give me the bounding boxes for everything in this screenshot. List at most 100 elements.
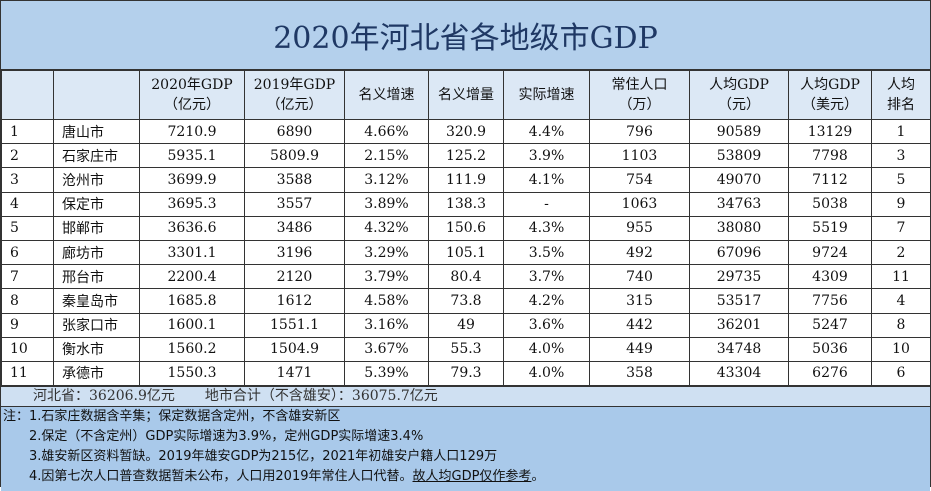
table-cell: 5	[1, 215, 54, 241]
table-row: 6 廊坊市 3301.1 3196 3.29% 105.1 3.5% 492 67096 9724…	[1, 239, 931, 266]
note-4-text: 4.因第七次人口普查数据暂未公布，人口用2019年常住人口代替。	[29, 469, 413, 485]
table-cell: 3.79%	[344, 264, 429, 290]
table-cell: 3.67%	[344, 336, 429, 362]
table-row: 11 承德市 1550.3 1471 5.39% 79.3 4.0% 358 43304 6276…	[1, 360, 931, 387]
summary-row: 河北省：36206.9亿元 地市合计（不含雄安）：36075.7亿元	[1, 386, 930, 408]
table-cell: 邢台市	[53, 264, 140, 290]
table-row: 8 秦皇岛市 1685.8 1612 4.58% 73.8 4.2% 315 53517 7756…	[1, 288, 931, 314]
table-cell: 3.6%	[503, 312, 590, 338]
table-cell: 4.2%	[503, 288, 590, 314]
note-4: 4.因第七次人口普查数据暂未公布，人口用2019年常住人口代替。故人均GDP仅作…	[3, 467, 930, 487]
table-cell: 3301.1	[139, 239, 245, 266]
table-cell: 10	[871, 336, 931, 362]
table-cell: 1560.2	[139, 336, 245, 362]
table-cell: 9	[871, 191, 931, 217]
table-cell: 11	[871, 264, 931, 290]
table-cell: 3557	[244, 191, 345, 217]
header-row: 2020年GDP （亿元） 2019年GDP （亿元） 名义增速 名义增量 实际增速 常住人口…	[1, 70, 931, 120]
table-cell: 11	[1, 360, 54, 387]
table-row: 1 唐山市 7210.9 6890 4.66% 320.9 4.4% 796 90589 1312…	[1, 118, 931, 145]
table-cell: 2	[871, 239, 931, 266]
table-cell: 73.8	[428, 288, 504, 314]
table-cell: 955	[589, 215, 690, 241]
table-cell: 5809.9	[244, 143, 345, 169]
table-cell: 3636.6	[139, 215, 245, 241]
table-cell: 3.7%	[503, 264, 590, 290]
table-cell: -	[503, 191, 590, 217]
table-cell: 3.5%	[503, 239, 590, 266]
column-header: 常住人口 （万）	[589, 70, 690, 120]
column-header	[53, 70, 140, 120]
table-row: 3 沧州市 3699.9 3588 3.12% 111.9 4.1% 754 49070 7112…	[1, 167, 931, 193]
table-cell: 1551.1	[244, 312, 345, 338]
table-cell: 张家口市	[53, 312, 140, 338]
table-cell: 492	[589, 239, 690, 266]
table-cell: 5.39%	[344, 360, 429, 387]
table-cell: 3.9%	[503, 143, 590, 169]
table-cell: 1685.8	[139, 288, 245, 314]
table-cell: 衡水市	[53, 336, 140, 362]
table-cell: 79.3	[428, 360, 504, 387]
table-cell: 7112	[788, 167, 872, 193]
table-cell: 3695.3	[139, 191, 245, 217]
table-cell: 138.3	[428, 191, 504, 217]
table-cell: 67096	[689, 239, 789, 266]
table-cell: 754	[589, 167, 690, 193]
table-cell: 36201	[689, 312, 789, 338]
table-cell: 9724	[788, 239, 872, 266]
table-cell: 唐山市	[53, 118, 140, 145]
table-cell: 5	[871, 167, 931, 193]
table-cell: 1550.3	[139, 360, 245, 387]
gdp-table: 2020年GDP （亿元） 2019年GDP （亿元） 名义增速 名义增量 实际增速 常住人口…	[1, 70, 931, 387]
table-row: 9 张家口市 1600.1 1551.1 3.16% 49 3.6% 442 36201 5247…	[1, 312, 931, 338]
table-cell: 7210.9	[139, 118, 245, 145]
table-cell: 秦皇岛市	[53, 288, 140, 314]
table-cell: 49070	[689, 167, 789, 193]
cities-total: 地市合计（不含雄安）：36075.7亿元	[204, 388, 438, 405]
table-cell: 邯郸市	[53, 215, 140, 241]
table-cell: 4.1%	[503, 167, 590, 193]
table-cell: 1504.9	[244, 336, 345, 362]
table-cell: 150.6	[428, 215, 504, 241]
table-cell: 4.0%	[503, 336, 590, 362]
table-cell: 740	[589, 264, 690, 290]
table-cell: 34763	[689, 191, 789, 217]
table-cell: 4.0%	[503, 360, 590, 387]
table-cell: 3	[1, 167, 54, 193]
table-cell: 105.1	[428, 239, 504, 266]
table-cell: 13129	[788, 118, 872, 145]
column-header: 2020年GDP （亿元）	[139, 70, 245, 120]
table-cell: 5038	[788, 191, 872, 217]
table-cell: 4	[1, 191, 54, 217]
table-cell: 6276	[788, 360, 872, 387]
table-cell: 9	[1, 312, 54, 338]
table-cell: 3486	[244, 215, 345, 241]
table-cell: 廊坊市	[53, 239, 140, 266]
table-cell: 8	[1, 288, 54, 314]
table-cell: 1103	[589, 143, 690, 169]
table-cell: 7	[1, 264, 54, 290]
table-cell: 5247	[788, 312, 872, 338]
table-cell: 5036	[788, 336, 872, 362]
table-cell: 53517	[689, 288, 789, 314]
note-3: 3.雄安新区资料暂缺。2019年雄安GDP为215亿，2021年初雄安户籍人口1…	[29, 449, 498, 465]
table-row: 10 衡水市 1560.2 1504.9 3.67% 55.3 4.0% 449 34748 50…	[1, 336, 931, 362]
table-cell: 125.2	[428, 143, 504, 169]
table-cell: 1612	[244, 288, 345, 314]
table-cell: 90589	[689, 118, 789, 145]
table-cell: 4.66%	[344, 118, 429, 145]
note-4-end: 。	[531, 469, 545, 485]
table-cell: 4.3%	[503, 215, 590, 241]
column-header: 人均 排名	[871, 70, 931, 120]
table-cell: 6	[871, 360, 931, 387]
table-cell: 49	[428, 312, 504, 338]
note-1: 1.石家庄数据含辛集；保定数据含定州，不含雄安新区	[29, 409, 341, 425]
page-title: 2020年河北省各地级市GDP	[1, 1, 930, 70]
table-cell: 3588	[244, 167, 345, 193]
column-header	[1, 70, 54, 120]
table-cell: 3	[871, 143, 931, 169]
table-cell: 43304	[689, 360, 789, 387]
notes-prefix: 注：	[3, 409, 30, 425]
table-cell: 4.32%	[344, 215, 429, 241]
